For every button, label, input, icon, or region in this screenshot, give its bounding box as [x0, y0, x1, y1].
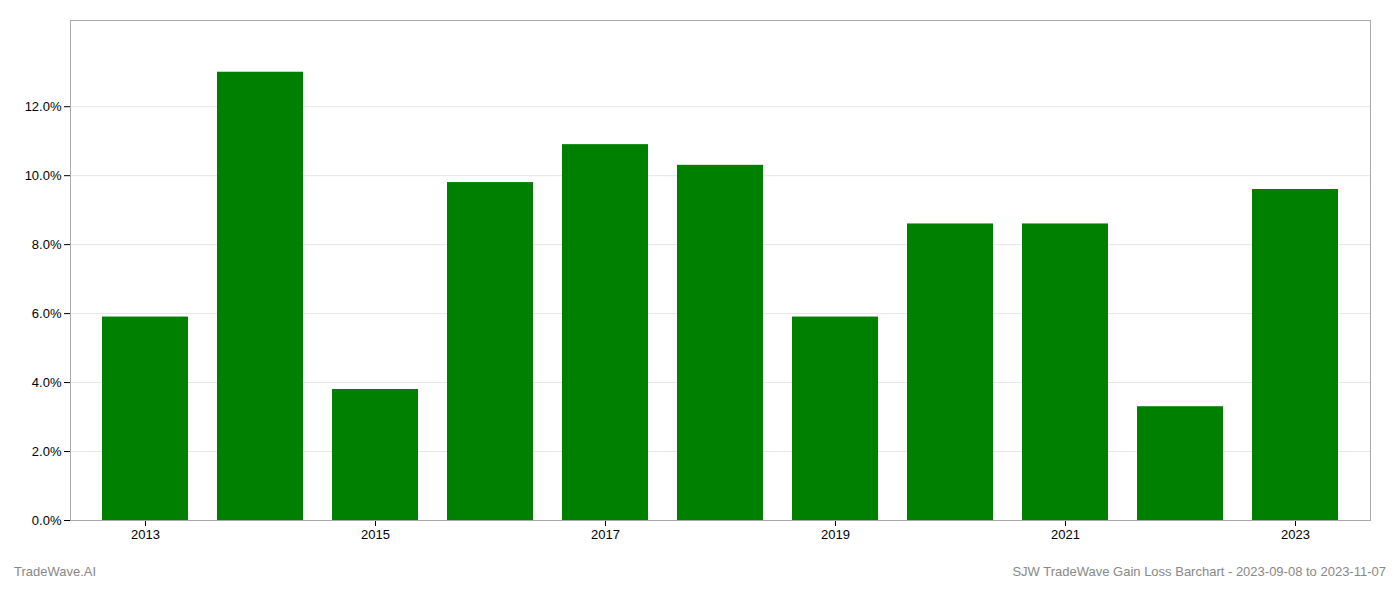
svg-text:2013: 2013: [131, 527, 160, 542]
svg-text:2017: 2017: [591, 527, 620, 542]
svg-text:2015: 2015: [361, 527, 390, 542]
svg-text:8.0%: 8.0%: [32, 237, 62, 252]
svg-text:4.0%: 4.0%: [32, 375, 62, 390]
svg-text:2.0%: 2.0%: [32, 444, 62, 459]
html-text:SJW TradeWave Gain Loss Barcha: SJW TradeWave Gain Loss Barchart - 2023-…: [1012, 564, 1386, 579]
html-text:TradeWave.AI: TradeWave.AI: [14, 564, 97, 579]
svg-text:2021: 2021: [1051, 527, 1080, 542]
svg-text:2023: 2023: [1281, 527, 1310, 542]
svg-text:10.0%: 10.0%: [25, 168, 62, 183]
svg-text:0.0%: 0.0%: [32, 513, 62, 528]
svg-text:2019: 2019: [821, 527, 850, 542]
svg-text:6.0%: 6.0%: [32, 306, 62, 321]
svg-text:12.0%: 12.0%: [25, 99, 62, 114]
